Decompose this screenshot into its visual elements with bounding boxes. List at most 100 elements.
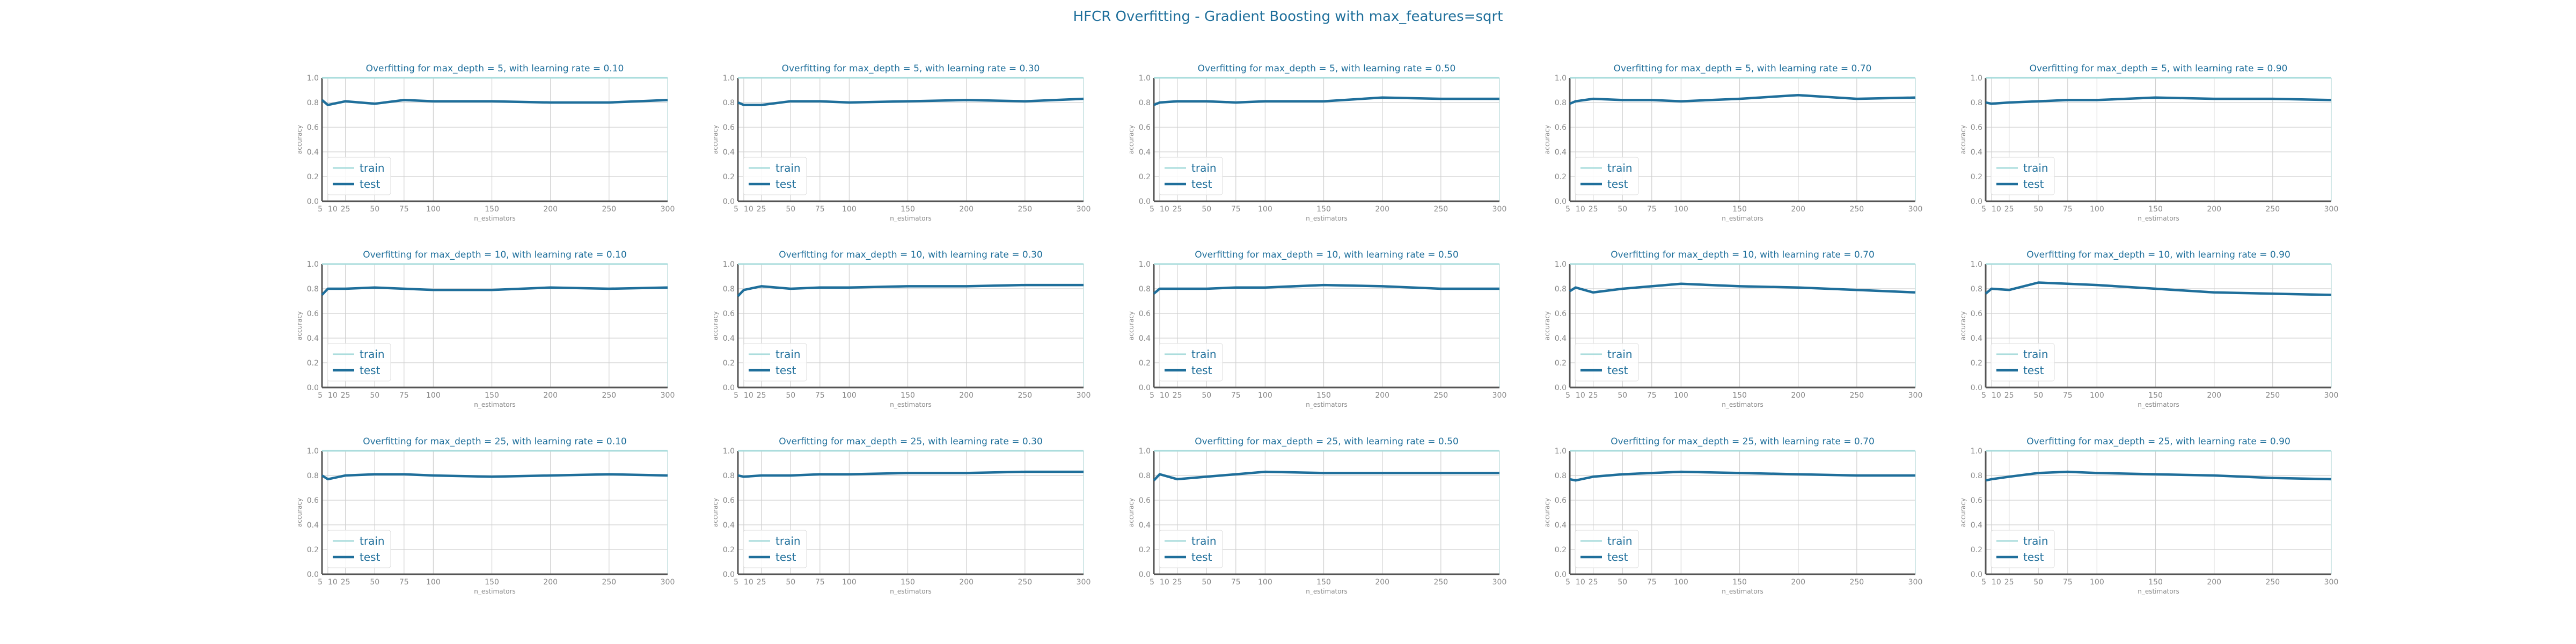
- x-tick-label: 5: [1565, 391, 1570, 400]
- legend-label-train: train: [1607, 348, 1633, 361]
- subplot: Overfitting for max_depth = 25, with lea…: [1959, 436, 2338, 595]
- y-tick-label: 0.8: [1139, 99, 1151, 107]
- y-tick-label: 0.4: [1971, 334, 1982, 343]
- x-tick-label: 50: [1202, 391, 1211, 400]
- series-line-test: [1153, 96, 1499, 106]
- x-tick-label: 100: [2090, 205, 2104, 214]
- y-tick-label: 0.2: [1555, 359, 1567, 368]
- subplot: Overfitting for max_depth = 10, with lea…: [1128, 250, 1506, 408]
- x-tick-label: 100: [1674, 391, 1688, 400]
- subplot: Overfitting for max_depth = 25, with lea…: [1543, 436, 1922, 595]
- legend-box: [1159, 157, 1223, 195]
- subplot: Overfitting for max_depth = 5, with lear…: [1959, 63, 2338, 222]
- x-tick-label: 10: [1160, 205, 1169, 214]
- x-tick-label: 10: [1576, 578, 1585, 587]
- x-tick-label: 25: [1173, 205, 1182, 214]
- y-tick-label: 0.8: [1971, 472, 1982, 480]
- legend-box: [327, 157, 391, 195]
- legend-label-train: train: [2023, 535, 2048, 547]
- x-tick-label: 10: [1160, 391, 1169, 400]
- y-tick-label: 0.2: [1139, 546, 1151, 554]
- y-tick-label: 0.4: [723, 521, 735, 530]
- legend-label-test: test: [2023, 364, 2044, 377]
- x-axis-label: n_estimators: [2138, 588, 2179, 595]
- legend-box: [327, 530, 391, 568]
- series-line-test: [1985, 96, 2332, 105]
- x-tick-label: 200: [1791, 205, 1805, 214]
- x-tick-label: 250: [1018, 205, 1032, 214]
- y-tick-label: 0.8: [307, 285, 319, 294]
- x-tick-label: 250: [602, 391, 616, 400]
- x-tick-label: 25: [2004, 578, 2014, 587]
- legend-label-train: train: [775, 162, 801, 174]
- x-tick-label: 25: [1589, 391, 1598, 400]
- y-tick-label: 0.6: [723, 310, 735, 318]
- y-tick-label: 1.0: [1971, 447, 1982, 456]
- x-tick-label: 50: [370, 205, 379, 214]
- x-axis-label: n_estimators: [474, 215, 516, 222]
- y-axis-label: accuracy: [1128, 311, 1135, 340]
- x-tick-label: 5: [318, 391, 323, 400]
- x-tick-label: 250: [2265, 391, 2280, 400]
- legend-label-train: train: [360, 348, 385, 361]
- x-tick-label: 100: [1258, 205, 1272, 214]
- x-tick-label: 5: [1981, 391, 1986, 400]
- y-tick-label: 0.2: [307, 359, 319, 368]
- x-tick-label: 200: [1375, 578, 1389, 587]
- y-tick-label: 0.4: [1555, 334, 1567, 343]
- subplot: Overfitting for max_depth = 5, with lear…: [1543, 63, 1922, 222]
- y-tick-label: 0.0: [1139, 570, 1151, 579]
- legend-label-train: train: [2023, 162, 2048, 174]
- x-axis-label: n_estimators: [890, 215, 932, 222]
- x-tick-label: 300: [1908, 391, 1923, 400]
- y-tick-label: 0.8: [1555, 285, 1567, 294]
- x-tick-label: 150: [1316, 391, 1331, 400]
- y-tick-label: 0.2: [1555, 546, 1567, 554]
- x-tick-label: 5: [318, 205, 323, 214]
- x-tick-label: 5: [734, 578, 738, 587]
- y-tick-label: 0.2: [1971, 546, 1982, 554]
- x-tick-label: 250: [1018, 578, 1032, 587]
- y-tick-label: 0.4: [307, 521, 319, 530]
- legend-label-test: test: [1607, 551, 1628, 564]
- y-tick-label: 0.0: [723, 570, 735, 579]
- y-tick-label: 1.0: [1555, 74, 1567, 83]
- x-tick-label: 200: [2207, 578, 2221, 587]
- y-tick-label: 0.6: [307, 123, 319, 132]
- x-tick-label: 50: [1202, 578, 1211, 587]
- x-tick-label: 100: [842, 578, 857, 587]
- x-axis-label: n_estimators: [474, 588, 516, 595]
- legend-box: [743, 343, 807, 382]
- x-tick-label: 50: [1202, 205, 1211, 214]
- x-tick-label: 10: [328, 391, 338, 400]
- x-tick-label: 10: [328, 578, 338, 587]
- y-tick-label: 0.0: [307, 384, 319, 392]
- y-tick-label: 1.0: [723, 74, 735, 83]
- y-tick-label: 0.4: [1139, 334, 1151, 343]
- x-tick-label: 50: [786, 205, 795, 214]
- legend-label-test: test: [2023, 178, 2044, 191]
- x-tick-label: 25: [757, 391, 766, 400]
- subplot-title: Overfitting for max_depth = 5, with lear…: [366, 63, 624, 74]
- legend-box: [1575, 157, 1639, 195]
- x-tick-label: 50: [370, 391, 379, 400]
- y-tick-label: 1.0: [723, 260, 735, 269]
- x-tick-label: 100: [2090, 578, 2104, 587]
- y-tick-label: 0.6: [1971, 496, 1982, 505]
- subplot: Overfitting for max_depth = 5, with lear…: [1128, 63, 1506, 222]
- subplot: Overfitting for max_depth = 25, with lea…: [712, 436, 1091, 595]
- x-tick-label: 200: [959, 578, 974, 587]
- y-axis-label: accuracy: [296, 311, 303, 340]
- y-tick-label: 0.6: [1139, 123, 1151, 132]
- subplot: Overfitting for max_depth = 5, with lear…: [712, 63, 1091, 222]
- x-tick-label: 200: [2207, 391, 2221, 400]
- legend-label-test: test: [775, 551, 796, 564]
- y-tick-label: 0.2: [1971, 359, 1982, 368]
- legend-label-test: test: [1191, 178, 1212, 191]
- y-tick-label: 0.4: [307, 334, 319, 343]
- y-tick-label: 0.2: [723, 173, 735, 181]
- x-tick-label: 150: [1732, 391, 1747, 400]
- y-tick-label: 0.2: [1555, 173, 1567, 181]
- y-tick-label: 0.6: [1971, 123, 1982, 132]
- x-tick-label: 200: [959, 391, 974, 400]
